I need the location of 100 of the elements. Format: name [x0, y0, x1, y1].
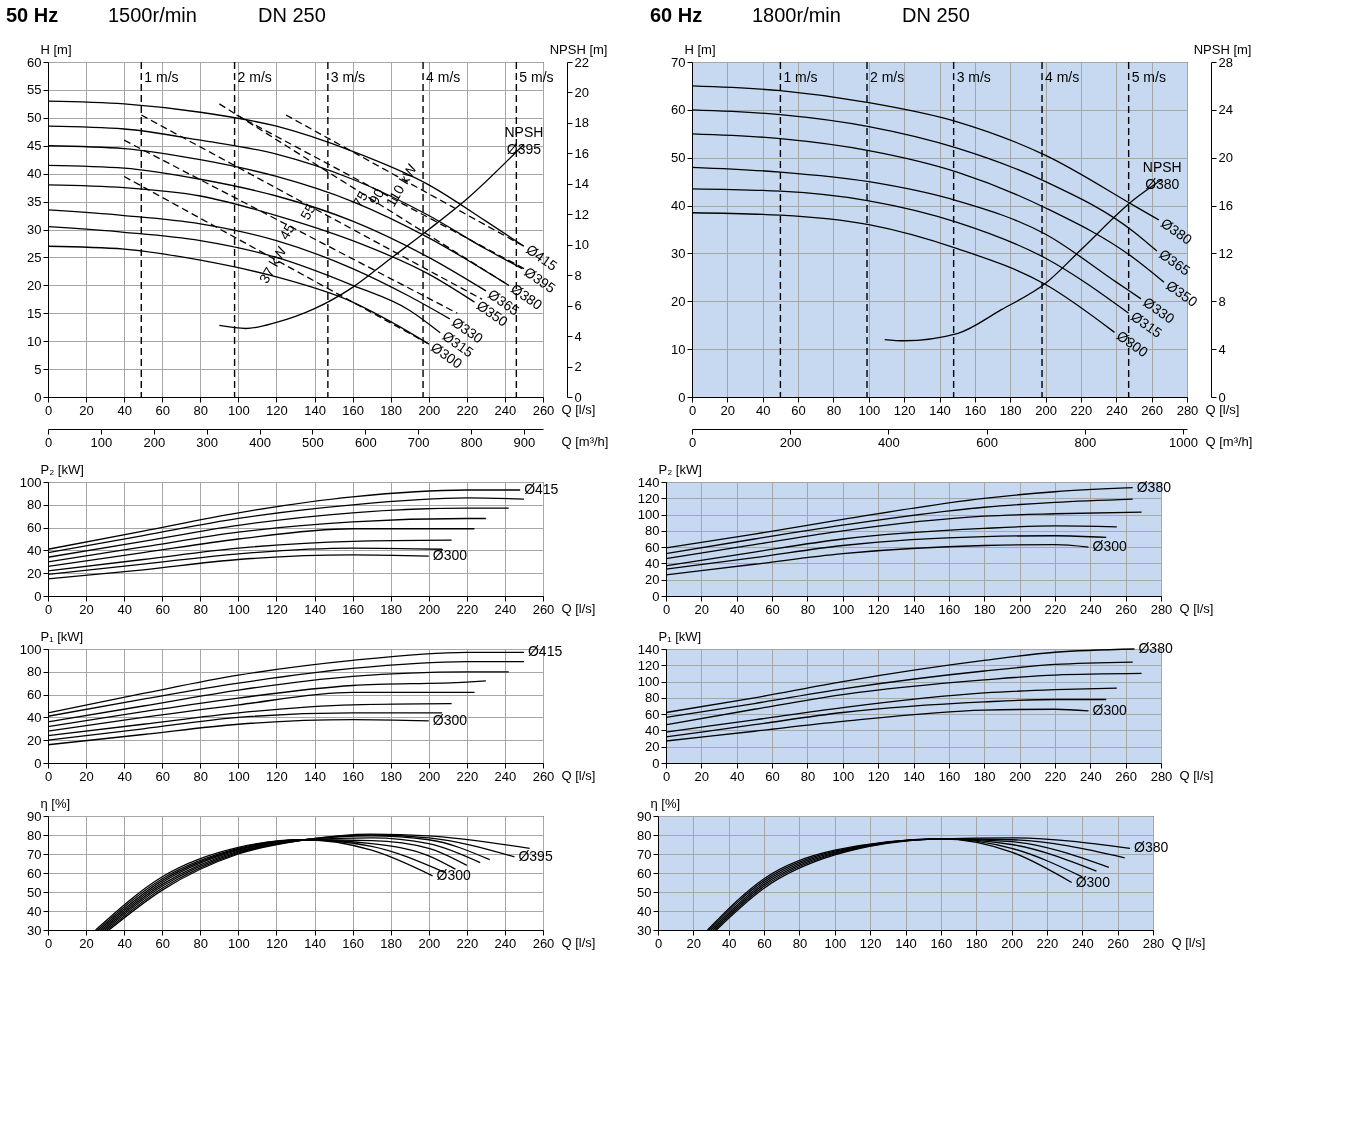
x-tick-label: 100	[228, 768, 250, 784]
y-tick-label: 80	[637, 827, 652, 843]
x-tick-label: 100	[228, 601, 250, 617]
ref-line-label: 5 m/s	[519, 69, 554, 85]
ref-line-label: 1 m/s	[144, 69, 179, 85]
x-tick-label: 20	[686, 935, 702, 951]
x-tick-label: 160	[342, 402, 364, 418]
series-label: Ø300	[1092, 701, 1127, 718]
y-tick-label: 60	[27, 520, 42, 536]
y-tick-label: 15	[27, 305, 42, 321]
x-tick-label: 180	[973, 768, 996, 784]
x-axis-title: Q [l/s]	[561, 934, 596, 950]
ref-line-label: 5 m/s	[1131, 69, 1166, 85]
y-tick-label: 60	[27, 687, 42, 703]
y-tick-label: 20	[671, 293, 686, 309]
y-axis-title: P₁ [kW]	[658, 628, 702, 644]
series-label: Ø415	[524, 480, 559, 497]
y-tick-label: 40	[671, 198, 686, 214]
y-tick-label: 50	[27, 884, 42, 900]
x2-tick-label: 1000	[1169, 434, 1199, 450]
x2-axis-title: Q [m³/h]	[1205, 433, 1253, 449]
series-label: Ø415	[527, 643, 563, 660]
y-tick-label: 80	[645, 690, 660, 706]
x-tick-label: 40	[755, 402, 771, 418]
y2-tick-label: 14	[574, 176, 589, 192]
y-tick-label: 40	[27, 166, 42, 182]
x-tick-label: 60	[155, 601, 170, 617]
x2-tick-label: 200	[143, 434, 166, 450]
x-tick-label: 200	[418, 935, 441, 951]
y-tick-label: 70	[27, 846, 42, 862]
y-tick-label: 35	[27, 194, 42, 210]
x-tick-label: 40	[117, 768, 132, 784]
x-tick-label: 220	[456, 935, 479, 951]
x-tick-label: 280	[1142, 935, 1165, 951]
y-tick-label: 40	[645, 555, 660, 571]
x-tick-label: 120	[266, 935, 288, 951]
ref-line-label: 2 m/s	[870, 69, 905, 85]
y2-axis-title: NPSH [m]	[1193, 41, 1252, 57]
y-tick-label: 40	[27, 903, 42, 919]
series-label: Ø395	[518, 847, 553, 864]
x-tick-label: 220	[1044, 601, 1067, 617]
x-tick-label: 160	[930, 935, 953, 951]
x2-tick-label: 200	[779, 434, 802, 450]
y-axis-title: H [m]	[40, 41, 72, 57]
y2-tick-label: 16	[574, 145, 589, 161]
x-tick-label: 80	[826, 402, 842, 418]
x-tick-label: 80	[800, 768, 816, 784]
annotation: 37 kW	[255, 243, 290, 287]
chart-title: 60 Hz	[650, 4, 703, 26]
x-tick-label: 40	[117, 935, 132, 951]
series-label: Ø300	[436, 866, 472, 883]
x2-tick-label: 300	[196, 434, 219, 450]
y-tick-label: 20	[27, 565, 42, 581]
x-tick-label: 0	[44, 601, 53, 617]
y-tick-label: 140	[637, 641, 660, 657]
y-axis-title: P₁ [kW]	[40, 628, 84, 644]
annotation: 110 kW	[382, 160, 421, 210]
x-tick-label: 120	[893, 402, 916, 418]
y-tick-label: 0	[678, 389, 686, 405]
y-tick-label: 40	[645, 722, 660, 738]
y2-tick-label: 28	[1218, 54, 1233, 70]
x-tick-label: 60	[155, 768, 170, 784]
text: DN 250	[258, 4, 326, 26]
x-tick-label: 280	[1150, 601, 1173, 617]
y-axis-title: P₂ [kW]	[40, 461, 84, 477]
x-tick-label: 20	[720, 402, 736, 418]
y-tick-label: 80	[645, 523, 660, 539]
y-tick-label: 120	[637, 490, 660, 506]
x2-tick-label: 800	[1074, 434, 1097, 450]
x2-tick-label: 100	[90, 434, 113, 450]
text: 1500r/min	[108, 4, 197, 26]
y-tick-label: 0	[652, 588, 660, 604]
x-tick-label: 20	[79, 601, 94, 617]
y-tick-label: 0	[652, 755, 660, 771]
x-tick-label: 260	[1115, 768, 1137, 784]
y2-tick-label: 24	[1218, 102, 1233, 118]
y-tick-label: 50	[671, 150, 686, 166]
x-tick-label: 120	[266, 768, 288, 784]
y2-tick-label: 10	[574, 237, 589, 253]
x-tick-label: 140	[895, 935, 917, 951]
y-tick-label: 60	[645, 706, 660, 722]
y-tick-label: 25	[27, 249, 42, 265]
x-tick-label: 200	[418, 768, 441, 784]
x-axis-title: Q [l/s]	[1171, 934, 1206, 950]
y-tick-label: 60	[27, 54, 42, 70]
series-label: Ø300	[1092, 538, 1127, 555]
x-tick-label: 60	[765, 601, 780, 617]
x-tick-label: 200	[1009, 768, 1031, 784]
x-tick-label: 260	[1107, 935, 1129, 951]
x-tick-label: 220	[1044, 768, 1067, 784]
x2-tick-label: 400	[249, 434, 271, 450]
x-tick-label: 200	[1001, 935, 1023, 951]
x-tick-label: 140	[304, 768, 326, 784]
y-tick-label: 90	[27, 808, 42, 824]
x-tick-label: 260	[532, 935, 555, 951]
y-tick-label: 20	[27, 277, 42, 293]
x-tick-label: 260	[1141, 402, 1163, 418]
series-label: Ø380	[1136, 478, 1172, 495]
x-tick-label: 160	[342, 768, 364, 784]
x-tick-label: 80	[193, 935, 209, 951]
